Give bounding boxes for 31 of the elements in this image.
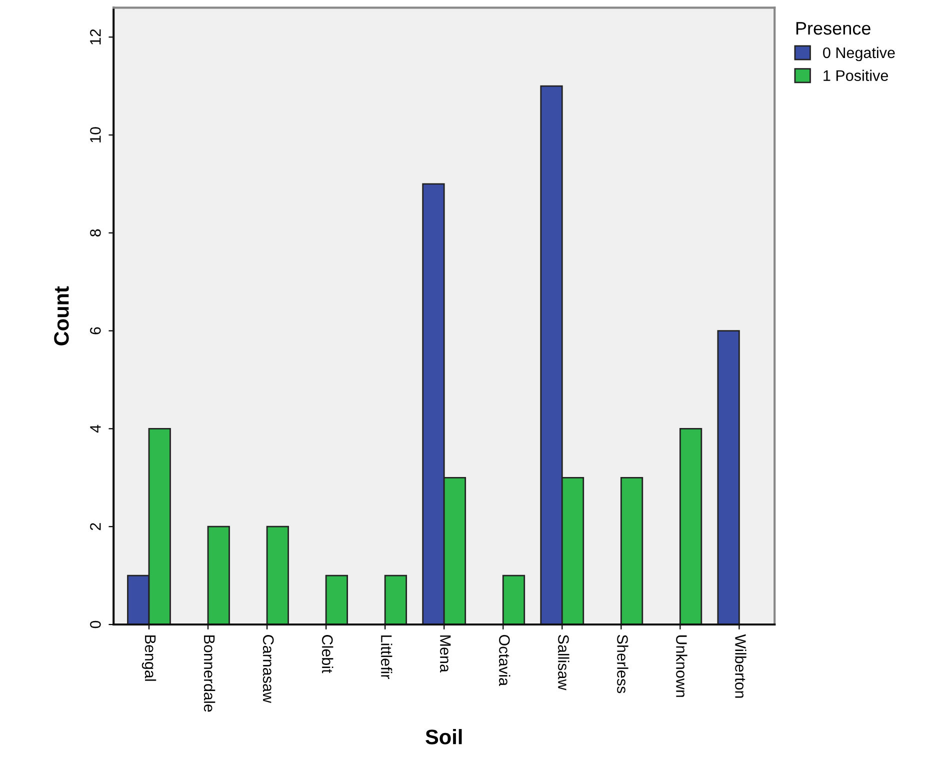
bar: [679, 428, 702, 625]
y-tick-label: 6: [90, 327, 101, 334]
bar: [717, 330, 740, 625]
x-tick-label: Bengal: [142, 635, 156, 681]
x-tick-label: Carnasaw: [262, 635, 274, 704]
x-tick-label: Wilberton: [735, 634, 746, 698]
legend-label: 1 Positive: [824, 70, 888, 82]
x-tick-label: Octavia: [499, 634, 510, 686]
y-tick-label: 8: [90, 229, 101, 236]
x-tick-label: Unknown: [676, 635, 688, 697]
x-tick-label: Mena: [440, 635, 451, 672]
bar: [207, 526, 230, 625]
y-tick-label: 12: [90, 29, 101, 44]
x-tick-label: Sallisaw: [558, 634, 570, 690]
legend-label: 0 Negative: [823, 46, 895, 62]
x-tick-label: Bonnerdale: [204, 635, 216, 712]
bar: [502, 574, 526, 625]
x-tick-label: Littlefir: [380, 635, 392, 679]
bar: [325, 574, 348, 625]
y-tick-label: 4: [90, 424, 101, 433]
x-tick-label: Clebit: [322, 635, 334, 674]
x-axis-title: Soil: [426, 729, 462, 744]
y-axis-title: Count: [54, 286, 69, 346]
y-tick-label: 0: [90, 620, 101, 628]
y-tick-label: 2: [90, 523, 101, 530]
y-tick-label: 10: [90, 127, 101, 142]
bar: [266, 526, 289, 625]
x-tick-label: Sherless: [617, 634, 628, 694]
bar: [620, 476, 644, 625]
bar: [384, 574, 408, 625]
legend-title: Presence: [796, 22, 870, 35]
